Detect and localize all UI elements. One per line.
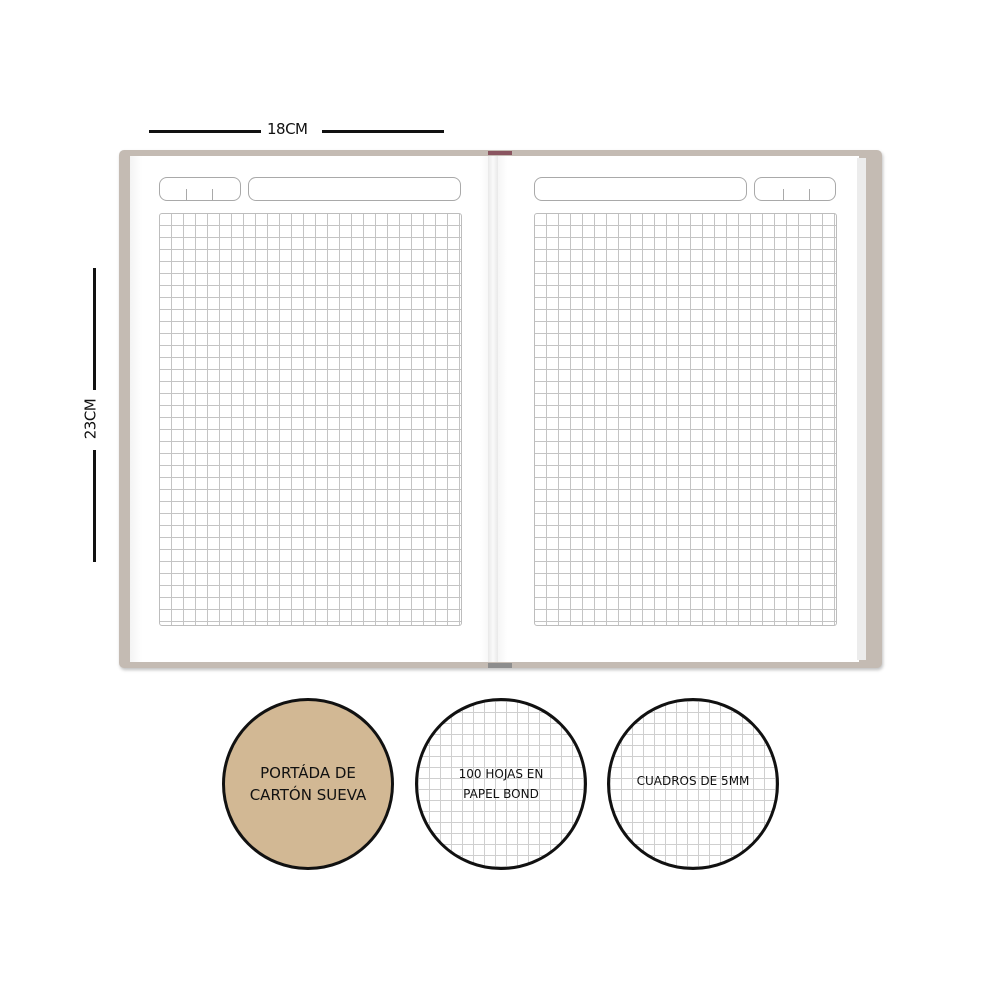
feature-sheet-count: 100 HOJAS EN PAPEL BOND — [415, 698, 587, 870]
title-box-left — [248, 177, 461, 201]
bookmark-ribbon-top — [488, 151, 512, 155]
feature-line: 100 HOJAS EN — [458, 767, 544, 781]
grid-left-page — [159, 213, 462, 626]
date-box-left — [159, 177, 241, 201]
feature-text: PORTÁDA DE CARTÓN SUEVA — [250, 762, 367, 806]
width-dimension-label: 18CM — [267, 120, 308, 138]
page-edge-strip — [857, 158, 866, 660]
width-dimension-line-left — [149, 130, 261, 133]
feature-line: PAPEL BOND — [463, 787, 539, 801]
feature-text: CUADROS DE 5MM — [636, 774, 750, 788]
width-dimension-line-right — [322, 130, 444, 133]
grid-right-page — [534, 213, 837, 626]
date-divider — [186, 189, 187, 200]
feature-grid-size: CUADROS DE 5MM — [607, 698, 779, 870]
bookmark-ribbon-bottom — [488, 663, 512, 668]
feature-cover-material: PORTÁDA DE CARTÓN SUEVA — [222, 698, 394, 870]
height-dimension-line-top — [93, 268, 96, 390]
height-dimension-label: 23CM — [81, 398, 100, 440]
date-box-right — [754, 177, 836, 201]
title-box-right — [534, 177, 747, 201]
feature-text: 100 HOJAS EN PAPEL BOND — [459, 764, 544, 804]
date-divider — [809, 189, 810, 200]
spine-gutter — [488, 156, 498, 662]
date-divider — [783, 189, 784, 200]
feature-line: PORTÁDA DE — [260, 764, 356, 782]
feature-line: CARTÓN SUEVA — [249, 786, 367, 804]
date-divider — [212, 189, 213, 200]
height-dimension-line-bottom — [93, 450, 96, 562]
